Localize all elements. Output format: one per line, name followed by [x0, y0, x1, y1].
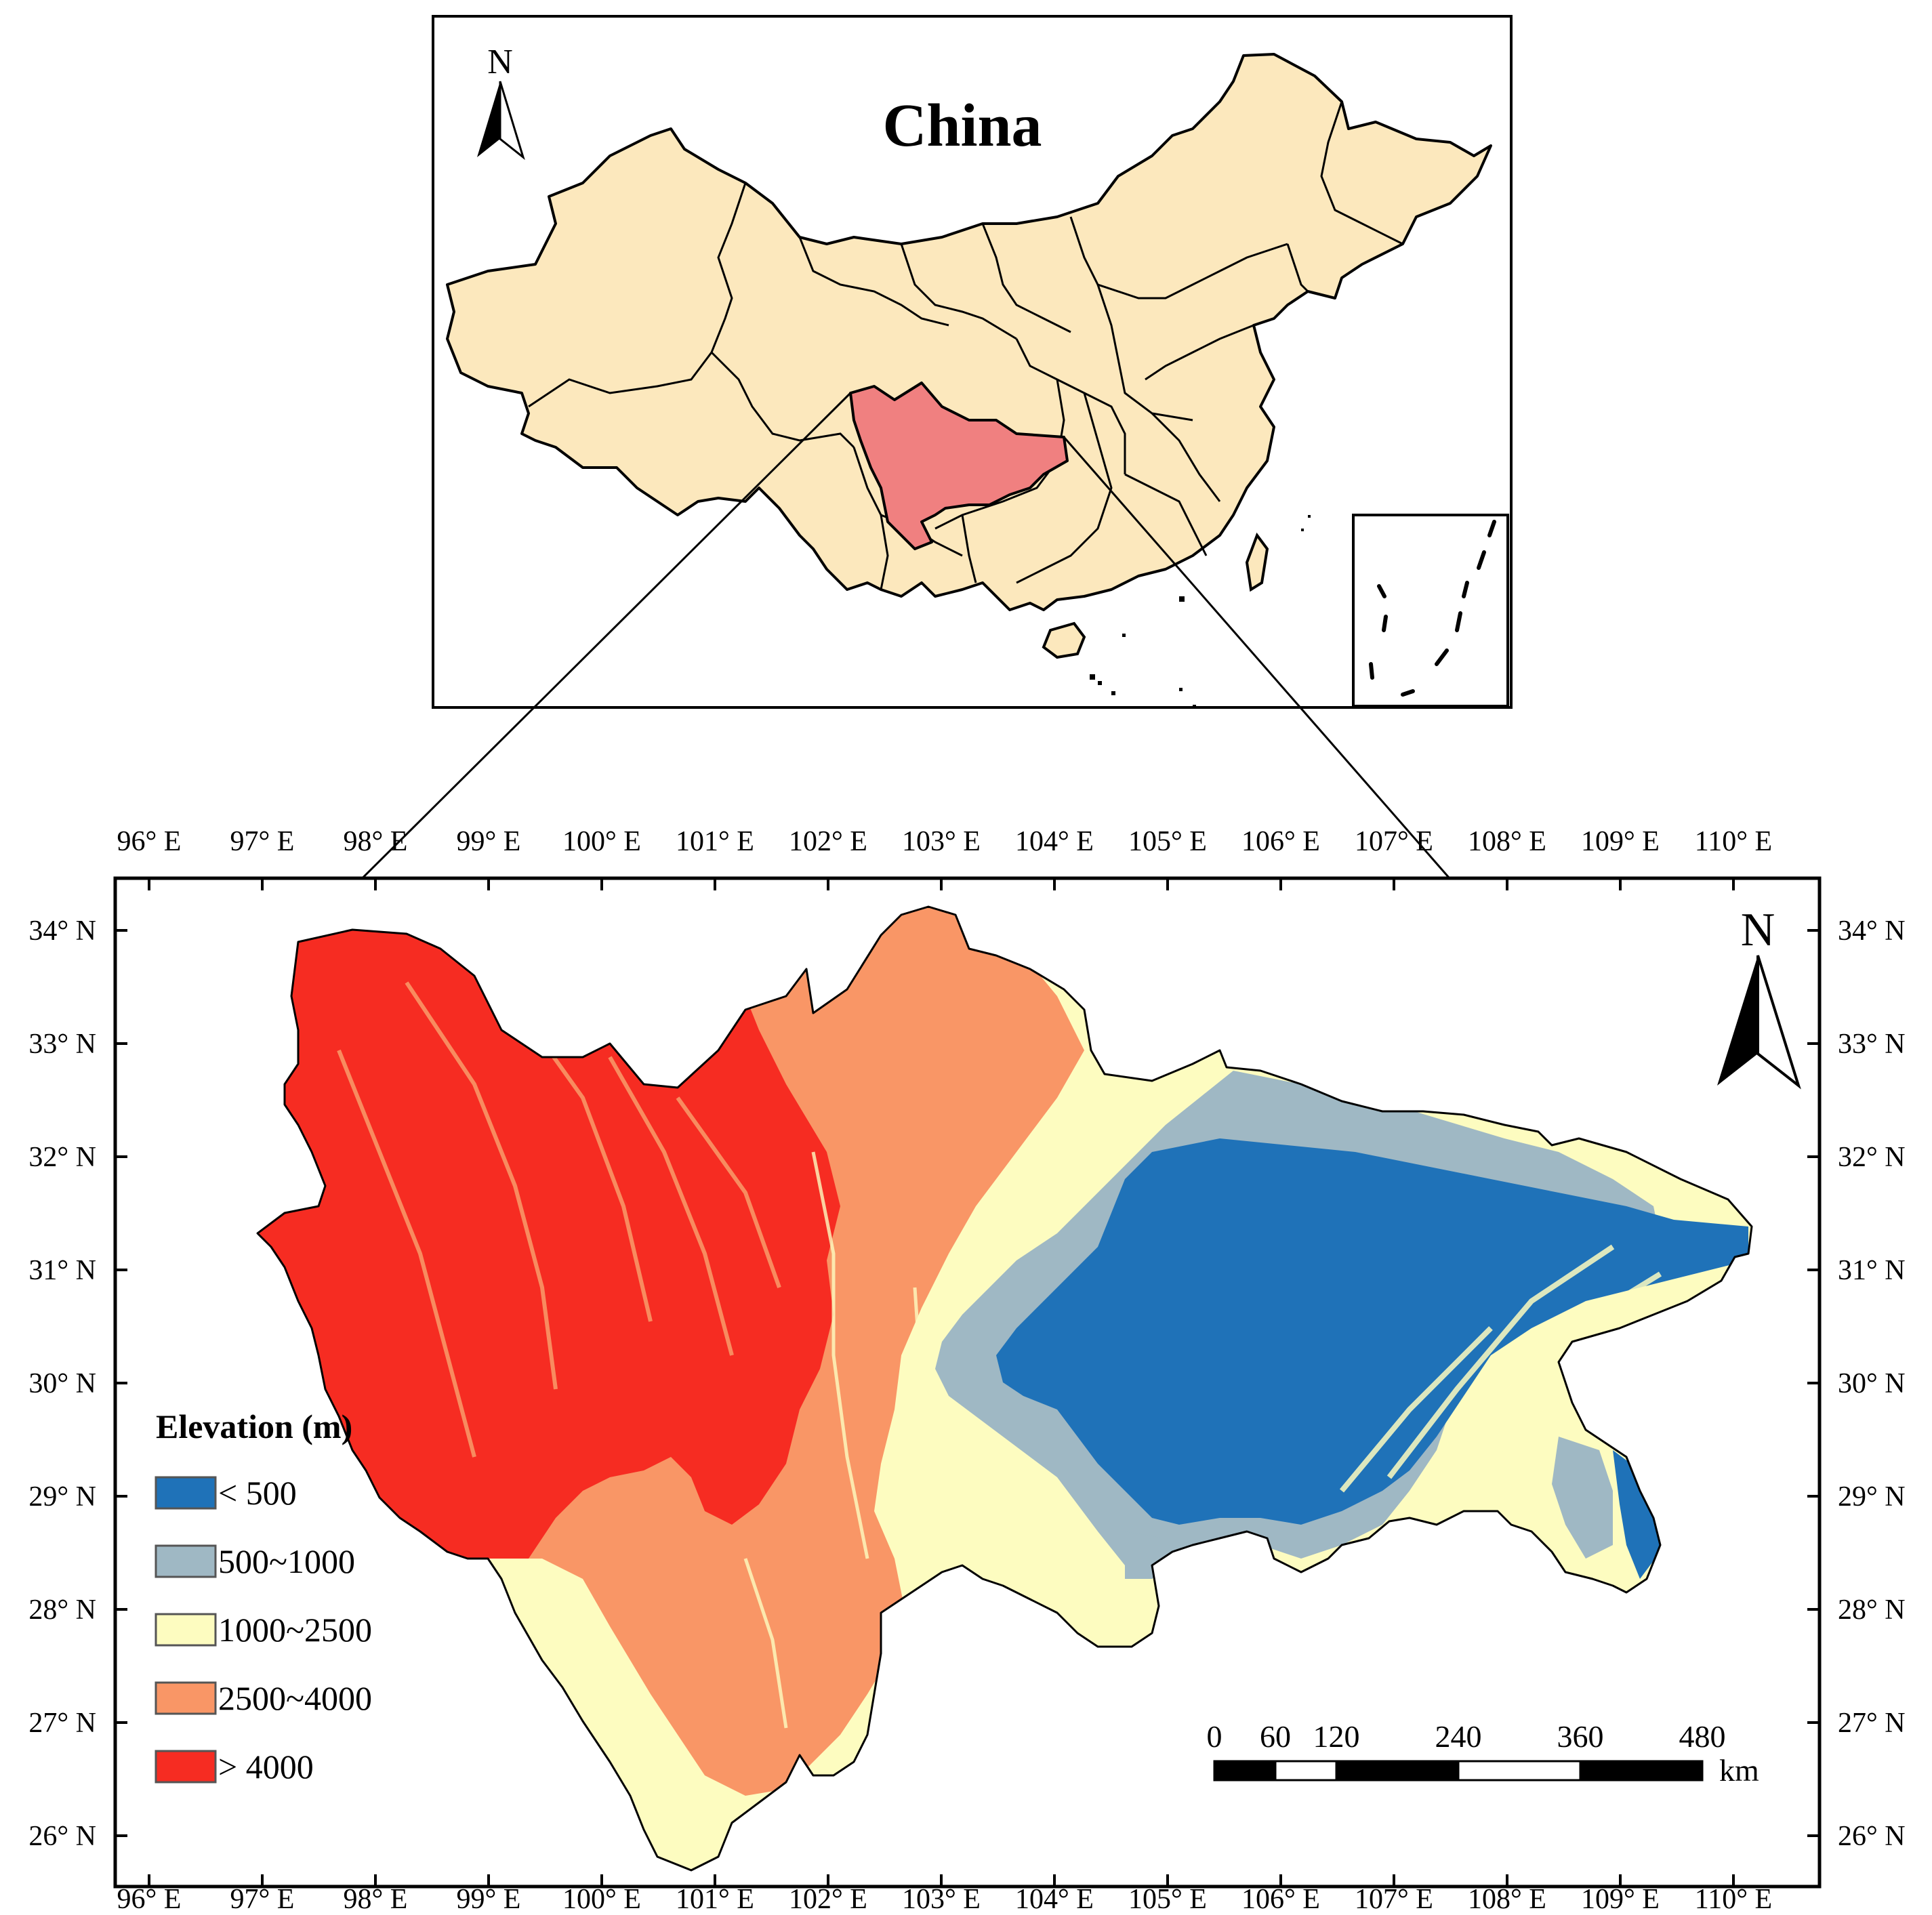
lon-label-bottom: 101° E: [676, 1884, 754, 1915]
lon-label-bottom: 97° E: [230, 1884, 295, 1915]
lat-label-right: 30° N: [1838, 1368, 1906, 1399]
lat-label-right: 34° N: [1838, 915, 1906, 947]
legend-swatch: [155, 1476, 217, 1510]
lat-label-right: 33° N: [1838, 1029, 1906, 1060]
lon-label-top: 103° E: [902, 826, 981, 857]
lon-label-bottom: 100° E: [562, 1884, 641, 1915]
lat-label-right: 27° N: [1838, 1708, 1906, 1739]
lon-label-bottom: 103° E: [902, 1884, 981, 1915]
south-china-sea-box: [1352, 514, 1509, 707]
legend-swatch: [155, 1750, 217, 1784]
lon-label-top: 101° E: [676, 826, 754, 857]
lat-label-left: 27° N: [28, 1708, 96, 1739]
sichuan-highlight: [849, 382, 1069, 550]
lat-label-left: 33° N: [28, 1029, 96, 1060]
inset-title: China: [882, 92, 1042, 159]
scale-tick-label: 360: [1557, 1719, 1604, 1754]
scale-tick-label: 60: [1260, 1719, 1291, 1754]
lat-label-left: 31° N: [28, 1255, 96, 1286]
lon-label-top: 105° E: [1128, 826, 1207, 857]
lat-label-right: 31° N: [1838, 1255, 1906, 1286]
legend-label: 2500~4000: [218, 1679, 372, 1717]
lon-label-bottom: 110° E: [1695, 1884, 1772, 1915]
lat-label-left: 28° N: [28, 1594, 96, 1626]
lon-label-bottom: 105° E: [1128, 1884, 1207, 1915]
lon-label-top: 96° E: [117, 826, 182, 857]
scale-tick-label: 120: [1313, 1719, 1360, 1754]
latitude-labels-left: 34° N 33° N 32° N 31° N 30° N 29° N 28° N 27° N…: [28, 915, 96, 1852]
lat-label-right: 29° N: [1838, 1481, 1906, 1512]
lon-label-top: 102° E: [789, 826, 867, 857]
lon-label-top: 104° E: [1015, 826, 1094, 857]
lon-label-bottom: 99° E: [457, 1884, 521, 1915]
inset-map: N China: [432, 15, 1513, 709]
lat-label-right: 28° N: [1838, 1594, 1906, 1626]
lon-label-top: 98° E: [344, 826, 408, 857]
elevation-legend: Elevation (m) < 500 500~1000 1000~2500 2500…: [155, 1407, 372, 1786]
legend-swatch: [155, 1544, 217, 1578]
nine-dash-line: [1369, 520, 1496, 697]
lon-label-top: 108° E: [1468, 826, 1546, 857]
hainan-island: [1042, 621, 1086, 659]
longitude-labels-bottom: 96° E 97° E 98° E 99° E 100° E 101° E 102° E 10…: [117, 1884, 1773, 1915]
legend-label: 1000~2500: [218, 1611, 372, 1649]
graticule-ticks: [115, 878, 1820, 1887]
lat-label-left: 26° N: [28, 1821, 96, 1852]
legend-label: > 4000: [218, 1748, 314, 1786]
main-map: 96° E 97° E 98° E 99° E 100° E 101° E 102° E 10…: [28, 826, 1905, 1915]
lat-label-left: 30° N: [28, 1368, 96, 1399]
legend-label: < 500: [218, 1474, 297, 1512]
legend-label: 500~1000: [218, 1542, 355, 1580]
lon-label-bottom: 104° E: [1015, 1884, 1094, 1915]
lat-label-left: 32° N: [28, 1142, 96, 1173]
inset-north-label: N: [487, 43, 513, 81]
lat-label-right: 26° N: [1838, 1821, 1906, 1852]
lon-label-top: 106° E: [1241, 826, 1320, 857]
lon-label-top: 100° E: [562, 826, 641, 857]
lon-label-top: 109° E: [1581, 826, 1660, 857]
lon-label-top: 110° E: [1695, 826, 1772, 857]
lon-label-bottom: 109° E: [1581, 1884, 1660, 1915]
lon-label-bottom: 107° E: [1355, 1884, 1433, 1915]
lat-label-left: 29° N: [28, 1481, 96, 1512]
lat-label-left: 34° N: [28, 915, 96, 947]
lon-label-top: 107° E: [1355, 826, 1433, 857]
china-land: [446, 53, 1492, 611]
main-north-arrow: N: [1717, 904, 1801, 1090]
legend-title: Elevation (m): [156, 1407, 352, 1445]
inset-north-arrow: N: [477, 43, 525, 161]
zone-below-500: [996, 1138, 1748, 1525]
scale-tick-label: 480: [1679, 1719, 1726, 1754]
scale-unit: km: [1719, 1753, 1759, 1788]
latitude-labels-right: 34° N 33° N 32° N 31° N 30° N 29° N 28° N 27° N…: [1838, 915, 1906, 1852]
legend-swatch: [155, 1613, 217, 1647]
lon-label-top: 99° E: [457, 826, 521, 857]
lon-label-top: 97° E: [230, 826, 295, 857]
south-sea-islands: [1090, 515, 1311, 708]
scale-tick-label: 0: [1207, 1719, 1222, 1754]
lon-label-bottom: 106° E: [1241, 1884, 1320, 1915]
legend-swatch: [155, 1681, 217, 1715]
main-north-label: N: [1741, 904, 1775, 956]
scale-bar: 0 60 120 240 360 480 km: [1207, 1719, 1760, 1788]
longitude-labels-top: 96° E 97° E 98° E 99° E 100° E 101° E 102° E 10…: [117, 826, 1773, 857]
lon-label-bottom: 108° E: [1468, 1884, 1546, 1915]
sichuan-outline: [256, 905, 1753, 1872]
lon-label-bottom: 98° E: [344, 1884, 408, 1915]
lon-label-bottom: 96° E: [117, 1884, 182, 1915]
taiwan-island: [1245, 532, 1269, 592]
scale-tick-label: 240: [1435, 1719, 1482, 1754]
lon-label-bottom: 102° E: [789, 1884, 867, 1915]
lat-label-right: 32° N: [1838, 1142, 1906, 1173]
